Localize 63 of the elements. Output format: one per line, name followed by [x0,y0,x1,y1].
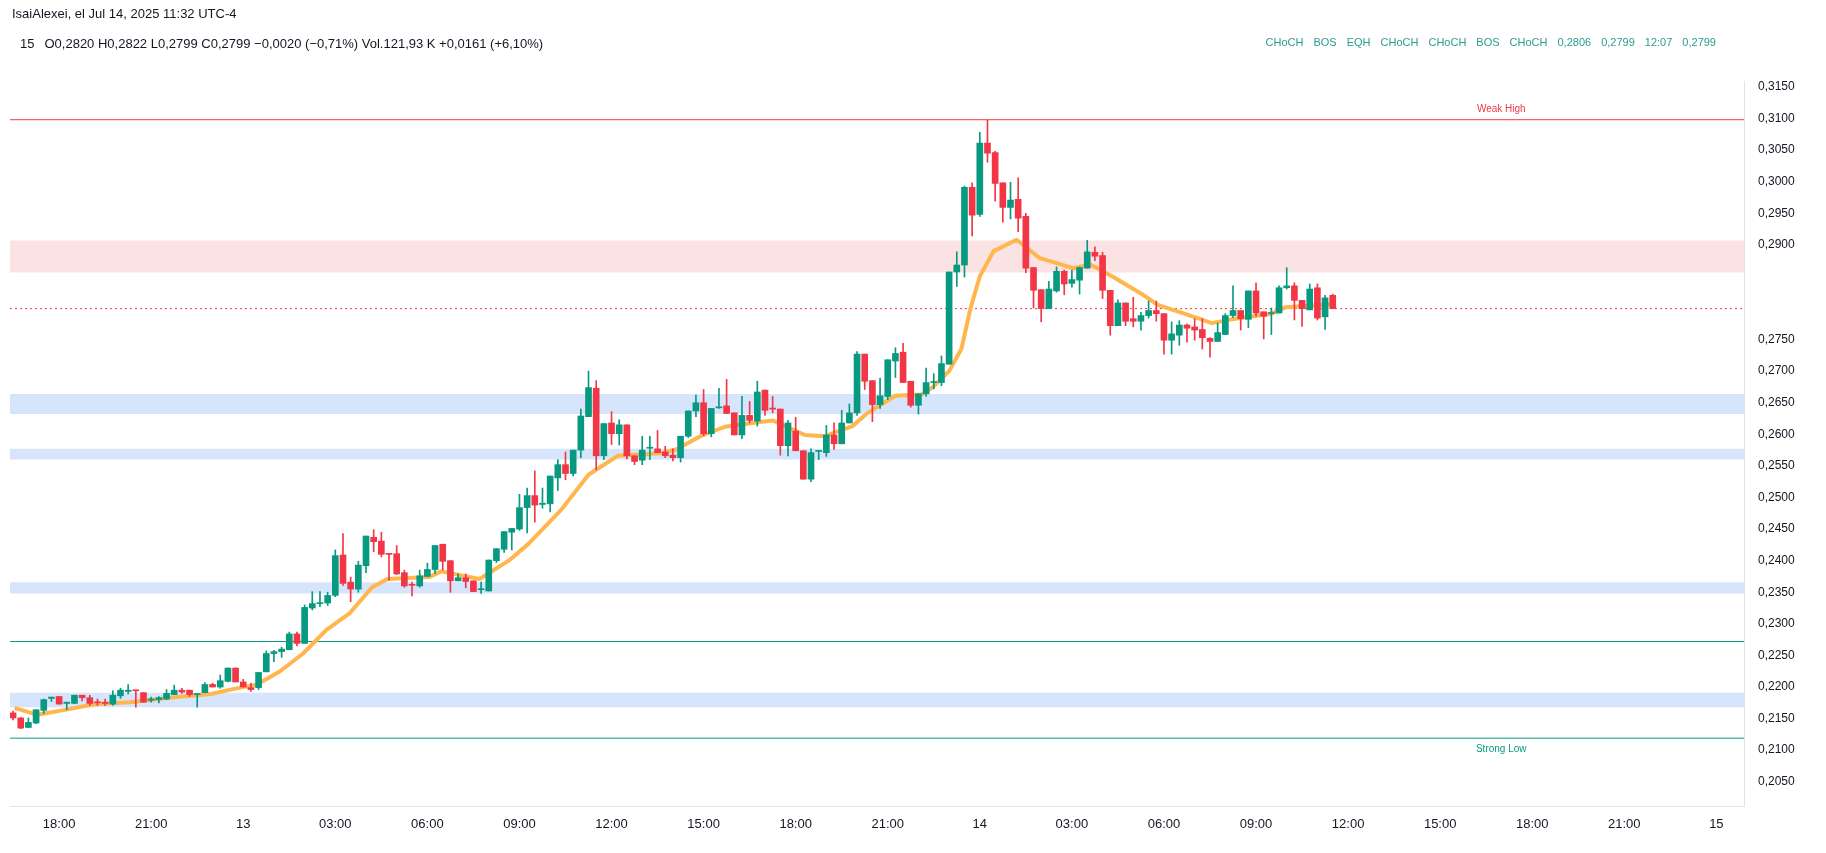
candlestick [646,435,654,460]
text: CHoCH [1428,36,1467,48]
y-tick-label: 0,2900 [1758,237,1796,252]
x-tick-label: 15 [1709,815,1724,831]
y-tick-label: 0,2050 [1758,774,1796,789]
y-tick-label: 0,2750 [1758,331,1796,346]
x-tick-label: 03:00 [319,815,352,831]
x-tick-label: 12:00 [595,815,628,831]
x-tick-label: 06:00 [411,815,444,831]
text: BOS [1313,36,1337,48]
candlestick [132,689,140,708]
y-tick-label: 0,2450 [1758,521,1796,536]
x-tick-label: 18:00 [42,815,76,831]
y-tick-label: 0,2350 [1758,584,1796,599]
candlestick [1206,337,1214,358]
text: CHoCH [1509,36,1548,48]
x-tick-label: 15:00 [1423,815,1457,831]
x-tick-label: 18:00 [779,815,812,831]
text: 0,2806 [1557,36,1592,48]
text: CHoCH [1380,36,1419,48]
text: IsaiAlexei, el Jul 14, 2025 11:32 UTC-4 [12,6,237,21]
y-tick-label: 0,3000 [1758,173,1796,188]
y-tick-label: 0,2250 [1758,647,1796,662]
x-tick-label: 18:00 [1515,815,1549,831]
x-tick-label: 03:00 [1055,815,1089,831]
text: CHoCH [1265,36,1304,48]
y-tick-label: 0,2500 [1758,489,1796,504]
y-tick-label: 0,3050 [1758,142,1796,157]
y-tick-label: 0,2200 [1758,679,1796,694]
candlestick [715,387,723,409]
y-tick-label: 0,2600 [1758,426,1796,441]
x-tick-label: 14 [972,815,988,831]
x-tick-label: 09:00 [1239,815,1273,831]
text: 12:07 [1644,36,1673,48]
y-tick-label: 0,3150 [1758,79,1796,94]
y-tick-label: 0,2950 [1758,205,1796,220]
y-tick-label: 0,2550 [1758,458,1796,473]
x-tick-label: 15:00 [687,815,720,831]
text: EQH [1346,36,1371,48]
candlestick [953,251,961,287]
x-tick-label: 21:00 [134,815,168,831]
chart-title: 15 [20,36,35,51]
y-tick-label: 0,2650 [1758,395,1796,410]
y-tick-label: 0,2700 [1758,363,1796,378]
x-tick-label: 09:00 [503,815,536,831]
y-tick-label: 0,2300 [1758,616,1796,631]
x-tick-label: 12:00 [1331,815,1365,831]
y-tick-label: 0,2400 [1758,552,1796,567]
text: 0,2799 [1601,36,1635,48]
chart-subtitle: O0,2820 H0,2822 L0,2799 C0,2799 −0,0020 (−0,71%) Vol.121,93 K +0,0161 (+6,10%) [44,36,544,51]
x-tick-label: 21:00 [1608,815,1641,831]
y-tick-label: 0,2150 [1758,710,1796,725]
text: BOS [1476,36,1500,48]
text: 0,2799 [1682,36,1716,48]
x-tick-label: 06:00 [1147,815,1181,831]
y-tick-label: 0,3100 [1758,110,1796,125]
candlestick [531,470,539,523]
ref-line-label: Weak High [1476,102,1526,114]
y-tick-label: 0,2100 [1758,742,1796,757]
x-tick-label: 21:00 [871,815,905,831]
ref-line-label: Strong Low [1475,743,1528,755]
x-tick-label: 13 [236,815,251,831]
candlestick [193,693,201,708]
